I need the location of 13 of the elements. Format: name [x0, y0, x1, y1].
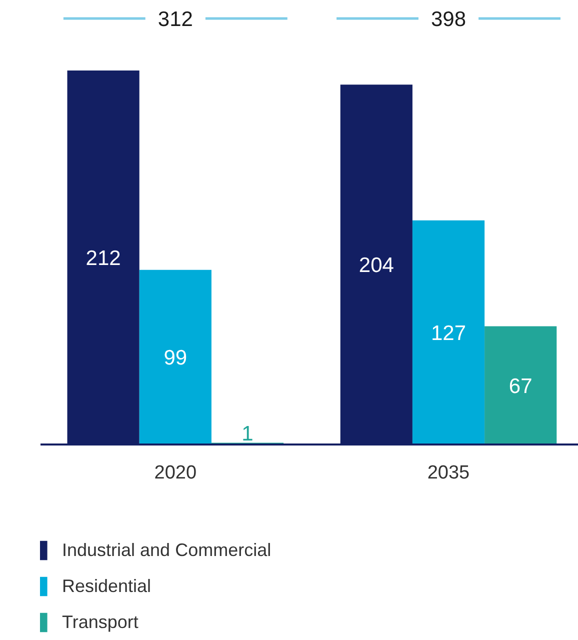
data-label: 127	[430, 322, 466, 345]
total-label: 312	[158, 8, 193, 31]
legend-label: Residential	[62, 576, 152, 596]
legend-label: Industrial and Commercial	[62, 540, 272, 560]
data-label: 212	[86, 246, 121, 270]
x-tick-label: 2035	[427, 462, 470, 484]
total-label: 398	[430, 8, 466, 31]
legend-label: Transport	[62, 612, 138, 632]
data-label: 67	[508, 374, 532, 398]
x-tick-label: 2020	[154, 462, 197, 484]
data-label: 1	[242, 422, 254, 446]
data-label: 204	[358, 254, 394, 278]
data-label: 99	[164, 346, 188, 370]
